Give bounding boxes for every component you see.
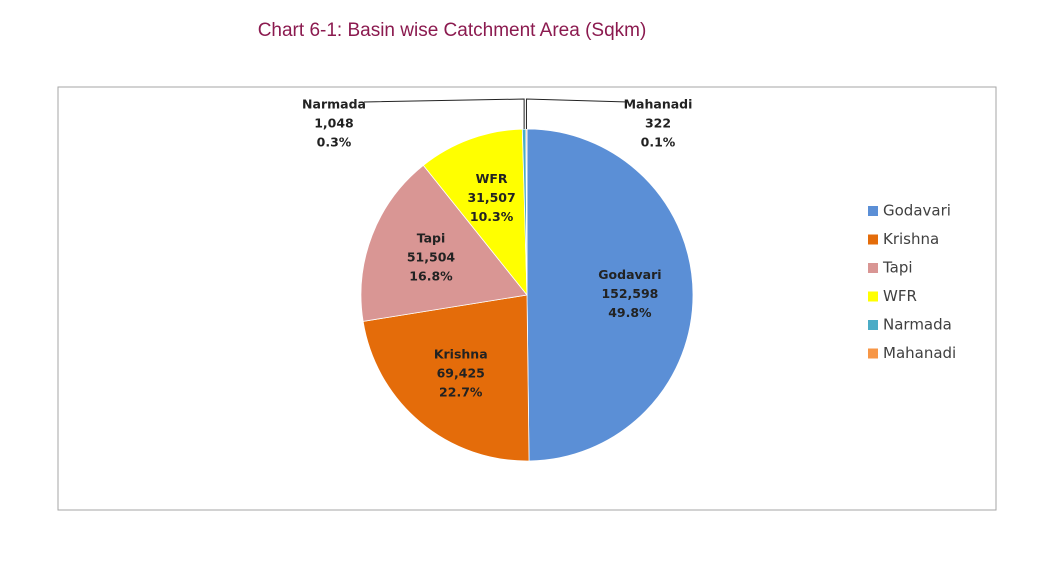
data-label-text: 0.1% [641, 135, 676, 150]
pie-slice [526, 128, 694, 462]
legend-label: Godavari [883, 202, 951, 220]
data-label: WFR 31,507 10.3% [467, 171, 515, 224]
pie-slice [360, 164, 528, 322]
data-label: Krishna 69,425 22.7% [434, 346, 488, 399]
data-label: Godavari 152,598 49.8% [598, 267, 661, 320]
legend-swatch [868, 348, 878, 359]
data-label: Mahanadi 322 0.1% [624, 97, 693, 150]
legend-label: Narmada [883, 316, 952, 334]
chart-title: Chart 6-1: Basin wise Catchment Area (Sq… [258, 20, 647, 41]
data-label-text: Mahanadi [624, 97, 693, 112]
data-label: Narmada 1,048 0.3% [302, 97, 366, 150]
data-label-text: Tapi [417, 230, 446, 245]
data-label-text: 152,598 [601, 286, 658, 301]
pie-slice [525, 128, 528, 296]
legend-label: Tapi [882, 259, 913, 277]
data-label-text: 22.7% [439, 384, 483, 399]
legend-swatch [868, 206, 878, 216]
leader-line [363, 98, 525, 130]
data-label-text: 322 [645, 116, 671, 131]
legend-swatch [868, 263, 878, 273]
leader-line [525, 98, 629, 130]
data-label-text: WFR [476, 171, 508, 186]
data-label-text: 49.8% [608, 305, 652, 320]
data-label-text: Krishna [434, 346, 488, 361]
data-label: Tapi 51,504 16.8% [407, 230, 456, 283]
data-label-text: 1,048 [314, 116, 354, 131]
legend-label: Mahanadi [883, 344, 956, 362]
legend-label: WFR [883, 287, 917, 305]
legend-swatch [868, 291, 878, 302]
legend-swatch [868, 320, 878, 330]
data-label-text: 51,504 [407, 249, 456, 264]
data-label-text: 10.3% [470, 209, 514, 224]
data-label-text: Godavari [598, 267, 661, 282]
data-label-text: 31,507 [467, 190, 515, 205]
legend-label: Krishna [883, 230, 939, 248]
pie-slice [422, 128, 528, 297]
data-label-text: 16.8% [409, 268, 453, 283]
pie-slice [362, 294, 530, 462]
data-label-text: 0.3% [317, 135, 352, 150]
data-label-text: Narmada [302, 97, 366, 112]
legend-swatch [868, 234, 878, 245]
data-label-text: 69,425 [437, 365, 485, 380]
